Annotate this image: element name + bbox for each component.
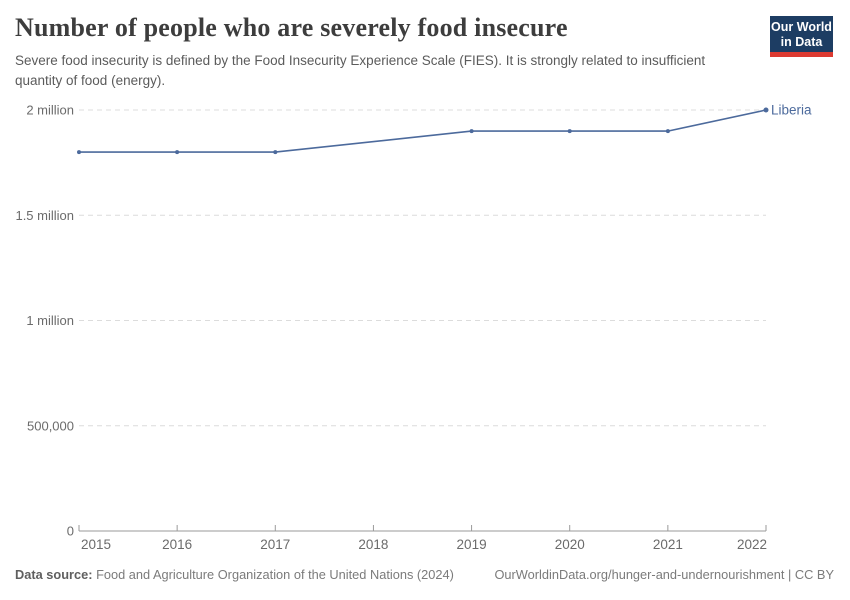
chart-footer: Data source: Food and Agriculture Organi…	[15, 567, 834, 582]
credit-link[interactable]: OurWorldinData.org/hunger-and-undernouri…	[494, 567, 834, 582]
y-axis-tick-label: 0	[67, 524, 74, 539]
x-axis-tick-label: 2021	[653, 537, 683, 552]
x-axis-tick-label: 2015	[81, 537, 111, 552]
y-axis-tick-label: 500,000	[27, 418, 74, 433]
y-axis-tick-label: 2 million	[26, 103, 74, 118]
data-source-text: Food and Agriculture Organization of the…	[92, 567, 454, 582]
data-point-marker	[77, 150, 81, 155]
data-point-marker	[567, 129, 572, 134]
x-axis-tick-label: 2019	[457, 537, 487, 552]
chart-subtitle: Severe food insecurity is defined by the…	[15, 53, 706, 88]
data-source: Data source: Food and Agriculture Organi…	[15, 567, 454, 582]
y-axis-tick-label: 1 million	[26, 313, 74, 328]
x-axis-tick-label: 2020	[555, 537, 585, 552]
data-point-marker	[469, 129, 474, 134]
owid-logo: Our World in Data	[770, 16, 833, 57]
data-point-marker	[763, 107, 769, 113]
series-entity-label: Liberia	[771, 103, 812, 118]
data-point-marker	[665, 129, 670, 134]
data-source-label: Data source:	[15, 567, 93, 582]
x-axis-tick-label: 2022	[737, 537, 767, 552]
owid-logo-line2: in Data	[780, 35, 823, 49]
page-title: Number of people who are severely food i…	[15, 13, 568, 42]
data-point-marker	[175, 150, 180, 155]
owid-logo-line1: Our World	[771, 20, 832, 34]
y-axis-tick-label: 1.5 million	[15, 208, 74, 223]
series-line	[79, 109, 767, 153]
x-axis-tick-label: 2017	[260, 537, 290, 552]
data-point-marker	[273, 150, 278, 155]
x-axis-tick-label: 2018	[358, 537, 388, 552]
x-axis-tick-label: 2016	[162, 537, 192, 552]
